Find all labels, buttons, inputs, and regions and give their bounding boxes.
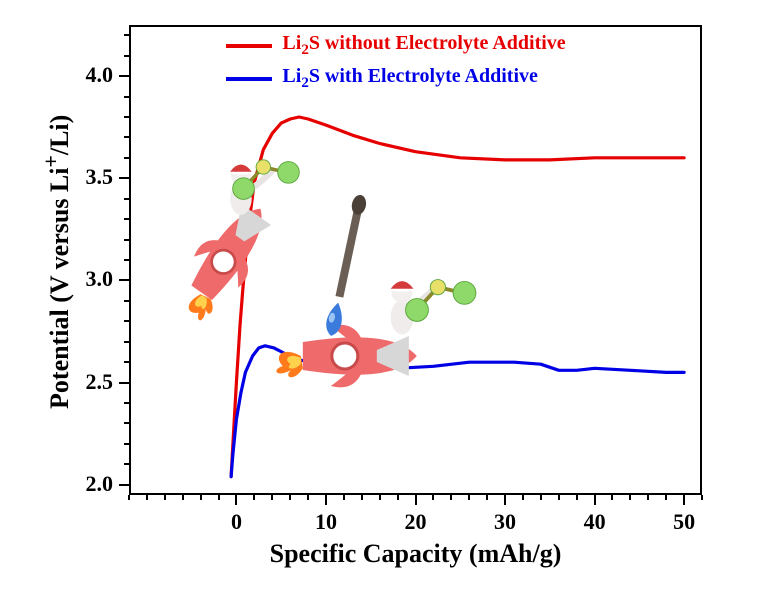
dropper-icon — [324, 193, 369, 337]
molecule-icon — [406, 280, 476, 322]
x-tick-label: 0 — [211, 509, 261, 535]
x-tick-label: 40 — [570, 509, 620, 535]
y-tick-label: 2.5 — [86, 369, 114, 395]
x-tick-label: 10 — [301, 509, 351, 535]
chart-curves — [0, 0, 765, 591]
y-tick-label: 4.0 — [86, 62, 114, 88]
y-tick-label: 2.0 — [86, 471, 114, 497]
y-tick-label: 3.5 — [86, 164, 114, 190]
rocket-icon — [165, 193, 284, 329]
x-tick-label: 30 — [480, 509, 530, 535]
rocket-icon — [276, 325, 416, 388]
decorations — [165, 160, 476, 388]
x-tick-label: 20 — [391, 509, 441, 535]
x-tick-label: 50 — [659, 509, 709, 535]
figure: Specific Capacity (mAh/g) Potential (V v… — [0, 0, 765, 591]
y-tick-label: 3.0 — [86, 266, 114, 292]
